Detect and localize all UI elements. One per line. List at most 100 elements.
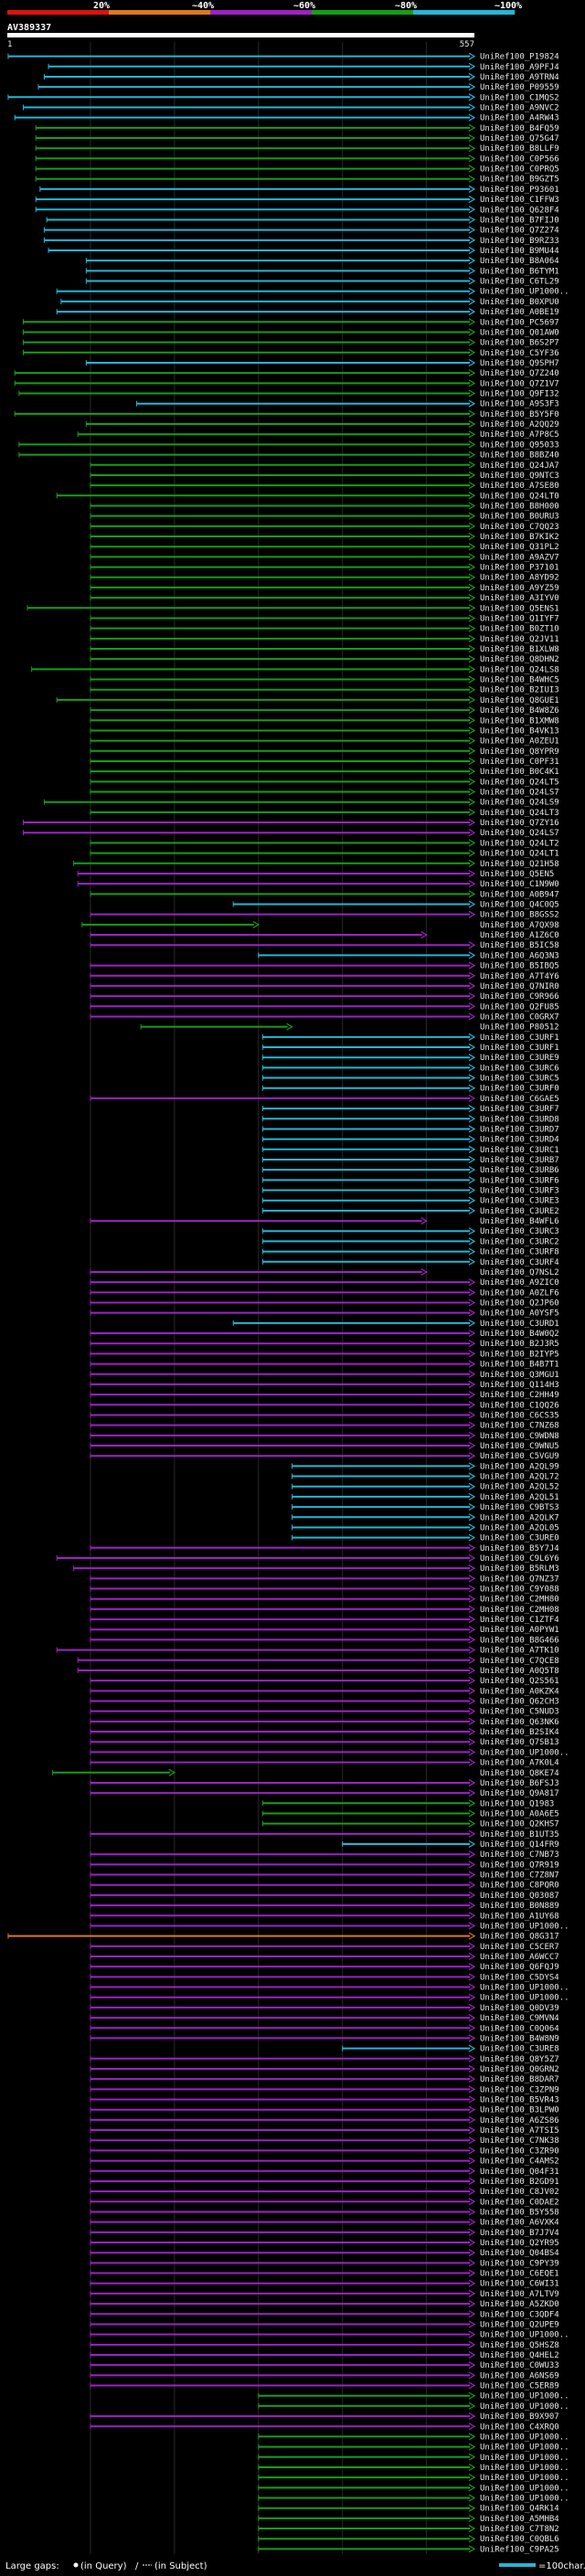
hit-label[interactable]: UniRef100_C3URD1: [480, 1320, 559, 1329]
hit-label[interactable]: UniRef100_B7KIK2: [480, 533, 559, 542]
hit-label[interactable]: UniRef100_Q7R919: [480, 1860, 559, 1870]
hit-label[interactable]: UniRef100_C0PRQ5: [480, 165, 559, 175]
hit-label[interactable]: UniRef100_B7J7V4: [480, 2229, 559, 2238]
hit-label[interactable]: UniRef100_C6WI31: [480, 2280, 559, 2289]
hit-label[interactable]: UniRef100_C2MH80: [480, 1595, 559, 1605]
hit-label[interactable]: UniRef100_B0C4K1: [480, 768, 559, 777]
hit-label[interactable]: UniRef100_Q8YPR9: [480, 747, 559, 757]
hit-label[interactable]: UniRef100_A7QX98: [480, 921, 559, 930]
hit-label[interactable]: UniRef100_A0ZLF6: [480, 1288, 559, 1298]
hit-label[interactable]: UniRef100_C5ER89: [480, 2382, 559, 2391]
hit-label[interactable]: UniRef100_C3URE8: [480, 2045, 559, 2054]
hit-label[interactable]: UniRef100_B8GSS2: [480, 911, 559, 920]
hit-label[interactable]: UniRef100_B9X907: [480, 2412, 559, 2422]
hit-label[interactable]: UniRef100_C7NZ68: [480, 1422, 559, 1431]
hit-label[interactable]: UniRef100_C3URE3: [480, 1197, 559, 1206]
hit-label[interactable]: UniRef100_B8G466: [480, 1636, 559, 1645]
hit-label[interactable]: UniRef100_A2QL99: [480, 1462, 559, 1471]
hit-label[interactable]: UniRef100_C9BTS3: [480, 1503, 559, 1512]
hit-label[interactable]: UniRef100_B1XLW8: [480, 645, 559, 654]
hit-label[interactable]: UniRef100_B5Y5F0: [480, 410, 559, 419]
hit-label[interactable]: UniRef100_B8BZ40: [480, 451, 559, 461]
hit-label[interactable]: UniRef100_C5DYS4: [480, 1973, 559, 1982]
hit-label[interactable]: UniRef100_B9MU44: [480, 247, 559, 256]
hit-label[interactable]: UniRef100_C7QQ23: [480, 523, 559, 532]
hit-label[interactable]: UniRef100_Q9NTC3: [480, 472, 559, 481]
hit-label[interactable]: UniRef100_A0ZEU1: [480, 737, 559, 747]
hit-label[interactable]: UniRef100_C9L6Y6: [480, 1554, 559, 1564]
hit-label[interactable]: UniRef100_A2QLK7: [480, 1513, 559, 1522]
hit-label[interactable]: UniRef100_Q8KE74: [480, 1769, 559, 1778]
hit-label[interactable]: UniRef100_A7P8C5: [480, 430, 559, 440]
hit-label[interactable]: UniRef100_B4W0Q2: [480, 1330, 559, 1339]
hit-label[interactable]: UniRef100_C3URF1: [480, 1034, 559, 1043]
hit-label[interactable]: UniRef100_C3URF1: [480, 1044, 559, 1053]
hit-label[interactable]: UniRef100_A7SE80: [480, 482, 559, 491]
hit-label[interactable]: UniRef100_Q4HEL2: [480, 2351, 559, 2360]
hit-label[interactable]: UniRef100_C5YF36: [480, 349, 559, 358]
hit-label[interactable]: UniRef100_A7TK10: [480, 1647, 559, 1656]
hit-label[interactable]: UniRef100_C2MH08: [480, 1606, 559, 1615]
hit-label[interactable]: UniRef100_A0B947: [480, 890, 559, 899]
hit-label[interactable]: UniRef100_UP1000..: [480, 2443, 569, 2453]
hit-label[interactable]: UniRef100_A7K0L4: [480, 1759, 559, 1768]
hit-label[interactable]: UniRef100_B1UT35: [480, 1830, 559, 1839]
hit-label[interactable]: UniRef100_UP1000..: [480, 2392, 569, 2401]
hit-label[interactable]: UniRef100_A2QL51: [480, 1493, 559, 1502]
hit-label[interactable]: UniRef100_C6EQE1: [480, 2270, 559, 2279]
hit-label[interactable]: UniRef100_B4WFL6: [480, 1217, 559, 1226]
hit-label[interactable]: UniRef100_C7NB73: [480, 1850, 559, 1860]
hit-label[interactable]: UniRef100_A9NVC2: [480, 103, 559, 112]
hit-label[interactable]: UniRef100_C4XRQ0: [480, 2422, 559, 2432]
hit-label[interactable]: UniRef100_C3URB6: [480, 1166, 559, 1175]
hit-label[interactable]: UniRef100_C3URE0: [480, 1534, 559, 1543]
hit-label[interactable]: UniRef100_B4W8Z6: [480, 706, 559, 716]
hit-label[interactable]: UniRef100_A1Z6C0: [480, 931, 559, 940]
hit-label[interactable]: UniRef100_C3URC6: [480, 1064, 559, 1073]
hit-label[interactable]: UniRef100_B8DAR7: [480, 2075, 559, 2084]
hit-label[interactable]: UniRef100_A2QL72: [480, 1473, 559, 1482]
hit-label[interactable]: UniRef100_Q5ENS1: [480, 604, 559, 613]
hit-label[interactable]: UniRef100_C7T8N2: [480, 2525, 559, 2534]
hit-label[interactable]: UniRef100_A5MHB4: [480, 2515, 559, 2524]
hit-label[interactable]: UniRef100_C4AMS2: [480, 2157, 559, 2167]
hit-label[interactable]: UniRef100_C0WU33: [480, 2361, 559, 2370]
hit-label[interactable]: UniRef100_Q7NIR0: [480, 982, 559, 991]
hit-label[interactable]: UniRef100_B4WHC5: [480, 676, 559, 685]
hit-label[interactable]: UniRef100_B0URU3: [480, 513, 559, 522]
hit-label[interactable]: UniRef100_C1FFW3: [480, 196, 559, 205]
hit-label[interactable]: UniRef100_C3URF4: [480, 1258, 559, 1267]
hit-label[interactable]: UniRef100_Q5HSZ8: [480, 2341, 559, 2350]
hit-label[interactable]: UniRef100_Q24LS7: [480, 789, 559, 798]
hit-label[interactable]: UniRef100_C5NUD3: [480, 1708, 559, 1717]
hit-label[interactable]: UniRef100_Q7NZ37: [480, 1574, 559, 1584]
hit-label[interactable]: UniRef100_A4RW43: [480, 114, 559, 123]
hit-label[interactable]: UniRef100_Q95033: [480, 440, 559, 450]
hit-label[interactable]: UniRef100_Q2JV11: [480, 635, 559, 644]
hit-label[interactable]: UniRef100_UP1000..: [480, 2331, 569, 2340]
hit-label[interactable]: UniRef100_B2IUI3: [480, 686, 559, 695]
hit-label[interactable]: UniRef100_C5CER7: [480, 1943, 559, 1952]
hit-label[interactable]: UniRef100_B8A064: [480, 257, 559, 266]
hit-label[interactable]: UniRef100_C8JV02: [480, 2188, 559, 2197]
hit-label[interactable]: UniRef100_A0YSF5: [480, 1309, 559, 1319]
hit-label[interactable]: UniRef100_A9ZIC0: [480, 1278, 559, 1288]
hit-label[interactable]: UniRef100_B9GZT5: [480, 175, 559, 185]
hit-label[interactable]: UniRef100_B3LPW0: [480, 2106, 559, 2115]
hit-label[interactable]: UniRef100_A8YD92: [480, 574, 559, 583]
hit-label[interactable]: UniRef100_C3ZPN9: [480, 2085, 559, 2094]
hit-label[interactable]: UniRef100_Q5EN5: [480, 870, 554, 879]
hit-label[interactable]: UniRef100_C3URF3: [480, 1187, 559, 1196]
hit-label[interactable]: UniRef100_Q628F4: [480, 206, 559, 215]
hit-label[interactable]: UniRef100_A7LTV9: [480, 2290, 559, 2299]
hit-label[interactable]: UniRef100_B4VK13: [480, 726, 559, 736]
hit-label[interactable]: UniRef100_Q4RK14: [480, 2505, 559, 2514]
hit-label[interactable]: UniRef100_C8PQR0: [480, 1882, 559, 1891]
hit-label[interactable]: UniRef100_C1QQ26: [480, 1401, 559, 1410]
hit-label[interactable]: UniRef100_Q8Y5Z7: [480, 2055, 559, 2064]
hit-label[interactable]: UniRef100_Q2JP60: [480, 1299, 559, 1309]
hit-label[interactable]: UniRef100_C9R966: [480, 992, 559, 1002]
hit-label[interactable]: UniRef100_B0ZT10: [480, 625, 559, 634]
hit-label[interactable]: UniRef100_B5Y7J4: [480, 1544, 559, 1553]
hit-label[interactable]: UniRef100_B7FIJ0: [480, 216, 559, 225]
